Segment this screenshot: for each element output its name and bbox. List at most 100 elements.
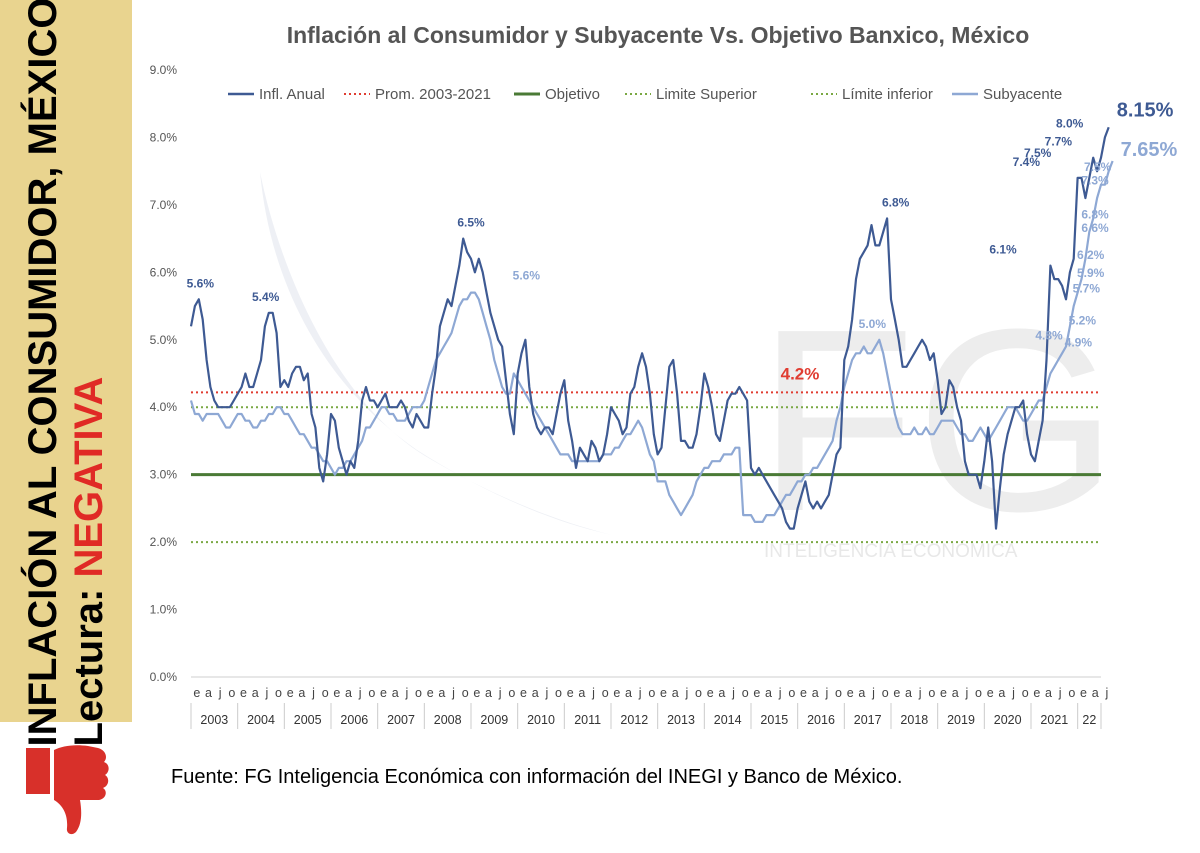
x-tick-month: e [893,686,900,700]
x-tick-year: 2011 [574,713,601,727]
data-label: 5.7% [1073,282,1101,296]
sidebar-line-1: INFLACIÓN AL CONSUMIDOR, MÉXICO [21,0,65,747]
x-tick-month: o [462,686,469,700]
x-tick-month: e [287,686,294,700]
y-tick-label: 2.0% [150,535,178,549]
x-tick-month: a [438,686,445,700]
data-label: 6.2% [1077,248,1105,262]
data-label: 6.1% [989,243,1017,257]
data-label: 5.9% [1077,266,1105,280]
x-tick-year: 2021 [1040,713,1068,727]
x-tick-month: a [765,686,772,700]
legend-item: Infl. Anual [259,86,325,103]
avg-value-label: 4.2% [781,364,820,383]
x-tick-month: j [684,686,688,700]
x-tick-month: j [591,686,595,700]
data-label: 5.6% [513,268,541,282]
x-tick-month: o [835,686,842,700]
x-tick-month: e [240,686,247,700]
x-tick-month: j [1058,686,1062,700]
x-tick-month: a [812,686,819,700]
chart-title: Inflación al Consumidor y Subyacente Vs.… [287,22,1030,48]
x-tick-month: a [252,686,259,700]
y-tick-label: 0.0% [150,670,178,684]
inflation-chart: FG INTELIGENCIA ECONÓMICA Inflación al C… [150,22,1178,729]
data-label: 7.5% [1084,160,1112,174]
source-note: Fuente: FG Inteligencia Económica con in… [171,766,903,788]
x-tick-month: j [778,686,782,700]
x-tick-month: o [368,686,375,700]
y-tick-label: 9.0% [150,63,178,77]
x-tick-year: 2018 [900,713,928,727]
x-tick-year: 2014 [714,713,742,727]
x-tick-month: e [613,686,620,700]
x-tick-year: 2003 [200,713,228,727]
x-tick-month: o [415,686,422,700]
x-tick-month: o [742,686,749,700]
sidebar-title: INFLACIÓN AL CONSUMIDOR, MÉXICO Lectura:… [20,0,112,746]
data-label: 6.6% [1081,221,1109,235]
watermark-logo: FG INTELIGENCIA ECONÓMICA [260,172,1118,566]
x-tick-month: j [264,686,268,700]
x-tick-month: e [193,686,200,700]
x-tick-month: e [380,686,387,700]
watermark-fg: FG [757,276,1118,566]
x-tick-month: o [508,686,515,700]
end-value-label: 7.65% [1121,139,1178,161]
reading-value: NEGATIVA [67,376,111,578]
x-tick-month: o [602,686,609,700]
x-tick-month: a [578,686,585,700]
x-tick-month: e [753,686,760,700]
data-label: 7.3% [1081,174,1109,188]
x-tick-month: j [964,686,968,700]
x-tick-month: e [567,686,574,700]
x-tick-month: j [218,686,222,700]
data-label: 6.8% [1081,207,1109,221]
x-tick-month: a [905,686,912,700]
x-tick-month: a [625,686,632,700]
y-tick-label: 5.0% [150,333,178,347]
x-tick-month: e [987,686,994,700]
x-tick-month: a [858,686,865,700]
x-tick-month: j [544,686,548,700]
x-tick-month: j [358,686,362,700]
x-tick-month: e [427,686,434,700]
x-tick-month: e [333,686,340,700]
x-tick-month: j [451,686,455,700]
x-tick-month: a [998,686,1005,700]
x-tick-month: o [228,686,235,700]
data-label: 5.2% [1069,313,1097,327]
data-label: 8.0% [1056,116,1084,130]
y-tick-label: 1.0% [150,603,178,617]
y-tick-label: 4.0% [150,400,178,414]
x-tick-month: e [473,686,480,700]
data-label: 5.0% [859,317,887,331]
x-tick-month: a [672,686,679,700]
x-tick-year: 2007 [387,713,415,727]
x-tick-month: a [205,686,212,700]
legend-item: Prom. 2003-2021 [375,86,491,103]
x-tick-year: 2019 [947,713,975,727]
x-tick-year: 22 [1082,713,1096,727]
legend-item: Límite inferior [842,86,933,103]
x-tick-year: 2005 [294,713,322,727]
x-tick-month: e [520,686,527,700]
x-tick-month: j [1104,686,1108,700]
x-tick-month: j [311,686,315,700]
x-tick-month: o [882,686,889,700]
data-label: 7.7% [1045,135,1073,149]
series-line-infl-anual [189,126,1110,530]
x-tick-month: e [1080,686,1087,700]
x-tick-month: o [555,686,562,700]
x-tick-month: e [1033,686,1040,700]
data-label: 4.9% [1065,336,1093,350]
x-tick-year: 2009 [480,713,508,727]
x-tick-month: j [498,686,502,700]
x-tick-year: 2004 [247,713,275,727]
x-tick-year: 2015 [760,713,788,727]
x-tick-month: a [485,686,492,700]
sidebar-banner: INFLACIÓN AL CONSUMIDOR, MÉXICO Lectura:… [0,0,132,746]
x-tick-month: a [952,686,959,700]
data-label: 6.5% [457,216,485,230]
legend-item: Objetivo [545,86,600,103]
